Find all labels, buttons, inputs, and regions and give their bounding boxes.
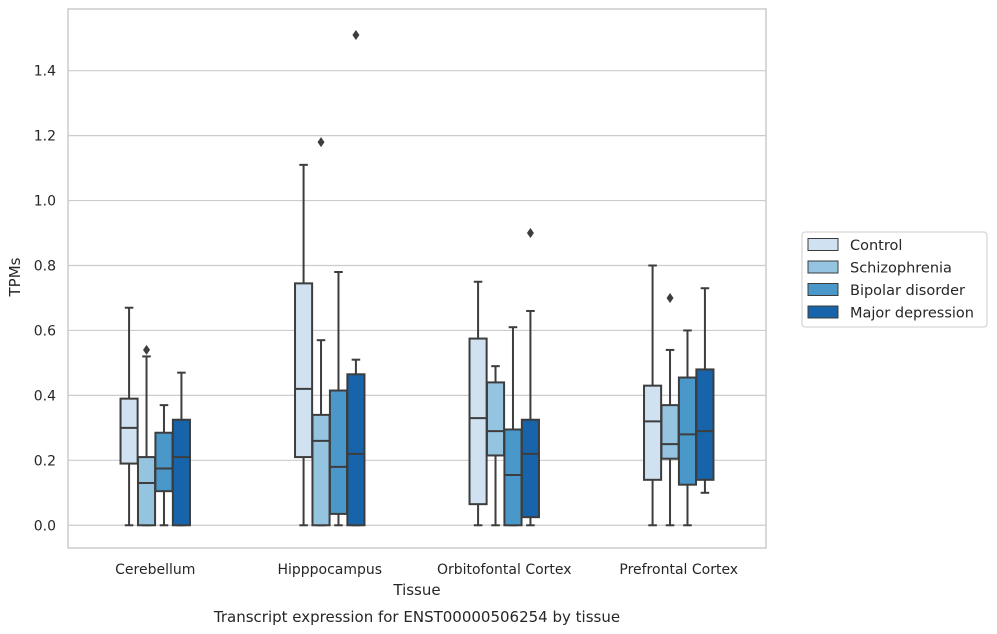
box [643,264,663,527]
legend-item: Major depression [807,305,974,322]
box-iqr [643,384,663,481]
legend-label: Bipolar disorder [850,283,965,299]
box-iqr [328,389,349,515]
y-tick-label: 0.2 [34,453,56,469]
x-axis-label: Tissue [392,581,440,599]
box [660,292,680,527]
box [294,163,314,527]
y-tick-label: 0.0 [34,518,56,534]
y-tick-label: 1.2 [34,129,56,145]
outlier-point [666,292,674,303]
y-axis-label: TPMs [6,257,24,297]
y-axis-ticks: 0.0 0.2 0.4 0.6 0.8 1.0 1.2 1.4 [34,64,56,535]
box-iqr [660,404,680,460]
box [328,271,349,527]
box-iqr [294,282,314,459]
legend-label: Schizophrenia [850,261,952,277]
box-iqr [136,456,157,527]
box-iqr [503,428,523,527]
legend-frame [801,231,988,328]
x-axis-ticks: Cerebellum Hipppocampus Orbitofontal Corte… [115,562,738,578]
box-iqr [520,418,540,519]
box-iqr [171,418,191,527]
y-tick-label: 1.0 [34,194,56,210]
box-iqr [677,376,698,486]
box-iqr [119,397,139,465]
box [485,365,506,527]
box-plot-series [119,29,715,527]
y-tick-label: 0.8 [34,259,56,275]
y-tick-label: 0.4 [34,388,56,404]
y-tick-label: 1.4 [34,64,56,80]
x-tick-label: Orbitofontal Cortex [437,562,572,578]
box [136,344,157,527]
outlier-point [526,228,534,239]
x-tick-label: Hipppocampus [277,562,382,578]
y-tick-label: 0.6 [34,323,56,339]
box [468,280,488,527]
legend-swatch [807,283,839,296]
box-iqr [485,381,506,457]
legend-swatch [807,260,839,274]
box [171,371,191,527]
legend-label: Control [850,238,902,254]
legend: Control Schizophrenia Bipolar disorder Majo… [801,231,988,328]
box [119,306,139,527]
box [677,329,698,527]
box-iqr [468,337,488,506]
legend-item: Schizophrenia [807,260,952,277]
box [346,29,366,527]
box-iqr [311,413,331,527]
legend-swatch [807,238,839,251]
chart-caption: Transcript expression for ENST0000050625… [213,608,620,626]
box [311,137,331,527]
outlier-point [143,344,151,355]
box [503,326,523,527]
legend-swatch [807,305,839,319]
x-tick-label: Cerebellum [115,562,195,578]
legend-item: Bipolar disorder [807,283,965,299]
plot-area-frame [67,8,767,549]
x-tick-label: Prefrontal Cortex [619,562,738,578]
box-iqr [695,368,715,481]
legend-label: Major depression [850,306,974,322]
box-iqr [346,373,366,527]
outlier-point [352,29,360,40]
box [695,287,715,494]
box-iqr [154,431,174,493]
box [520,228,540,527]
box [154,404,174,527]
outlier-point [317,137,325,148]
legend-item: Control [807,238,902,254]
